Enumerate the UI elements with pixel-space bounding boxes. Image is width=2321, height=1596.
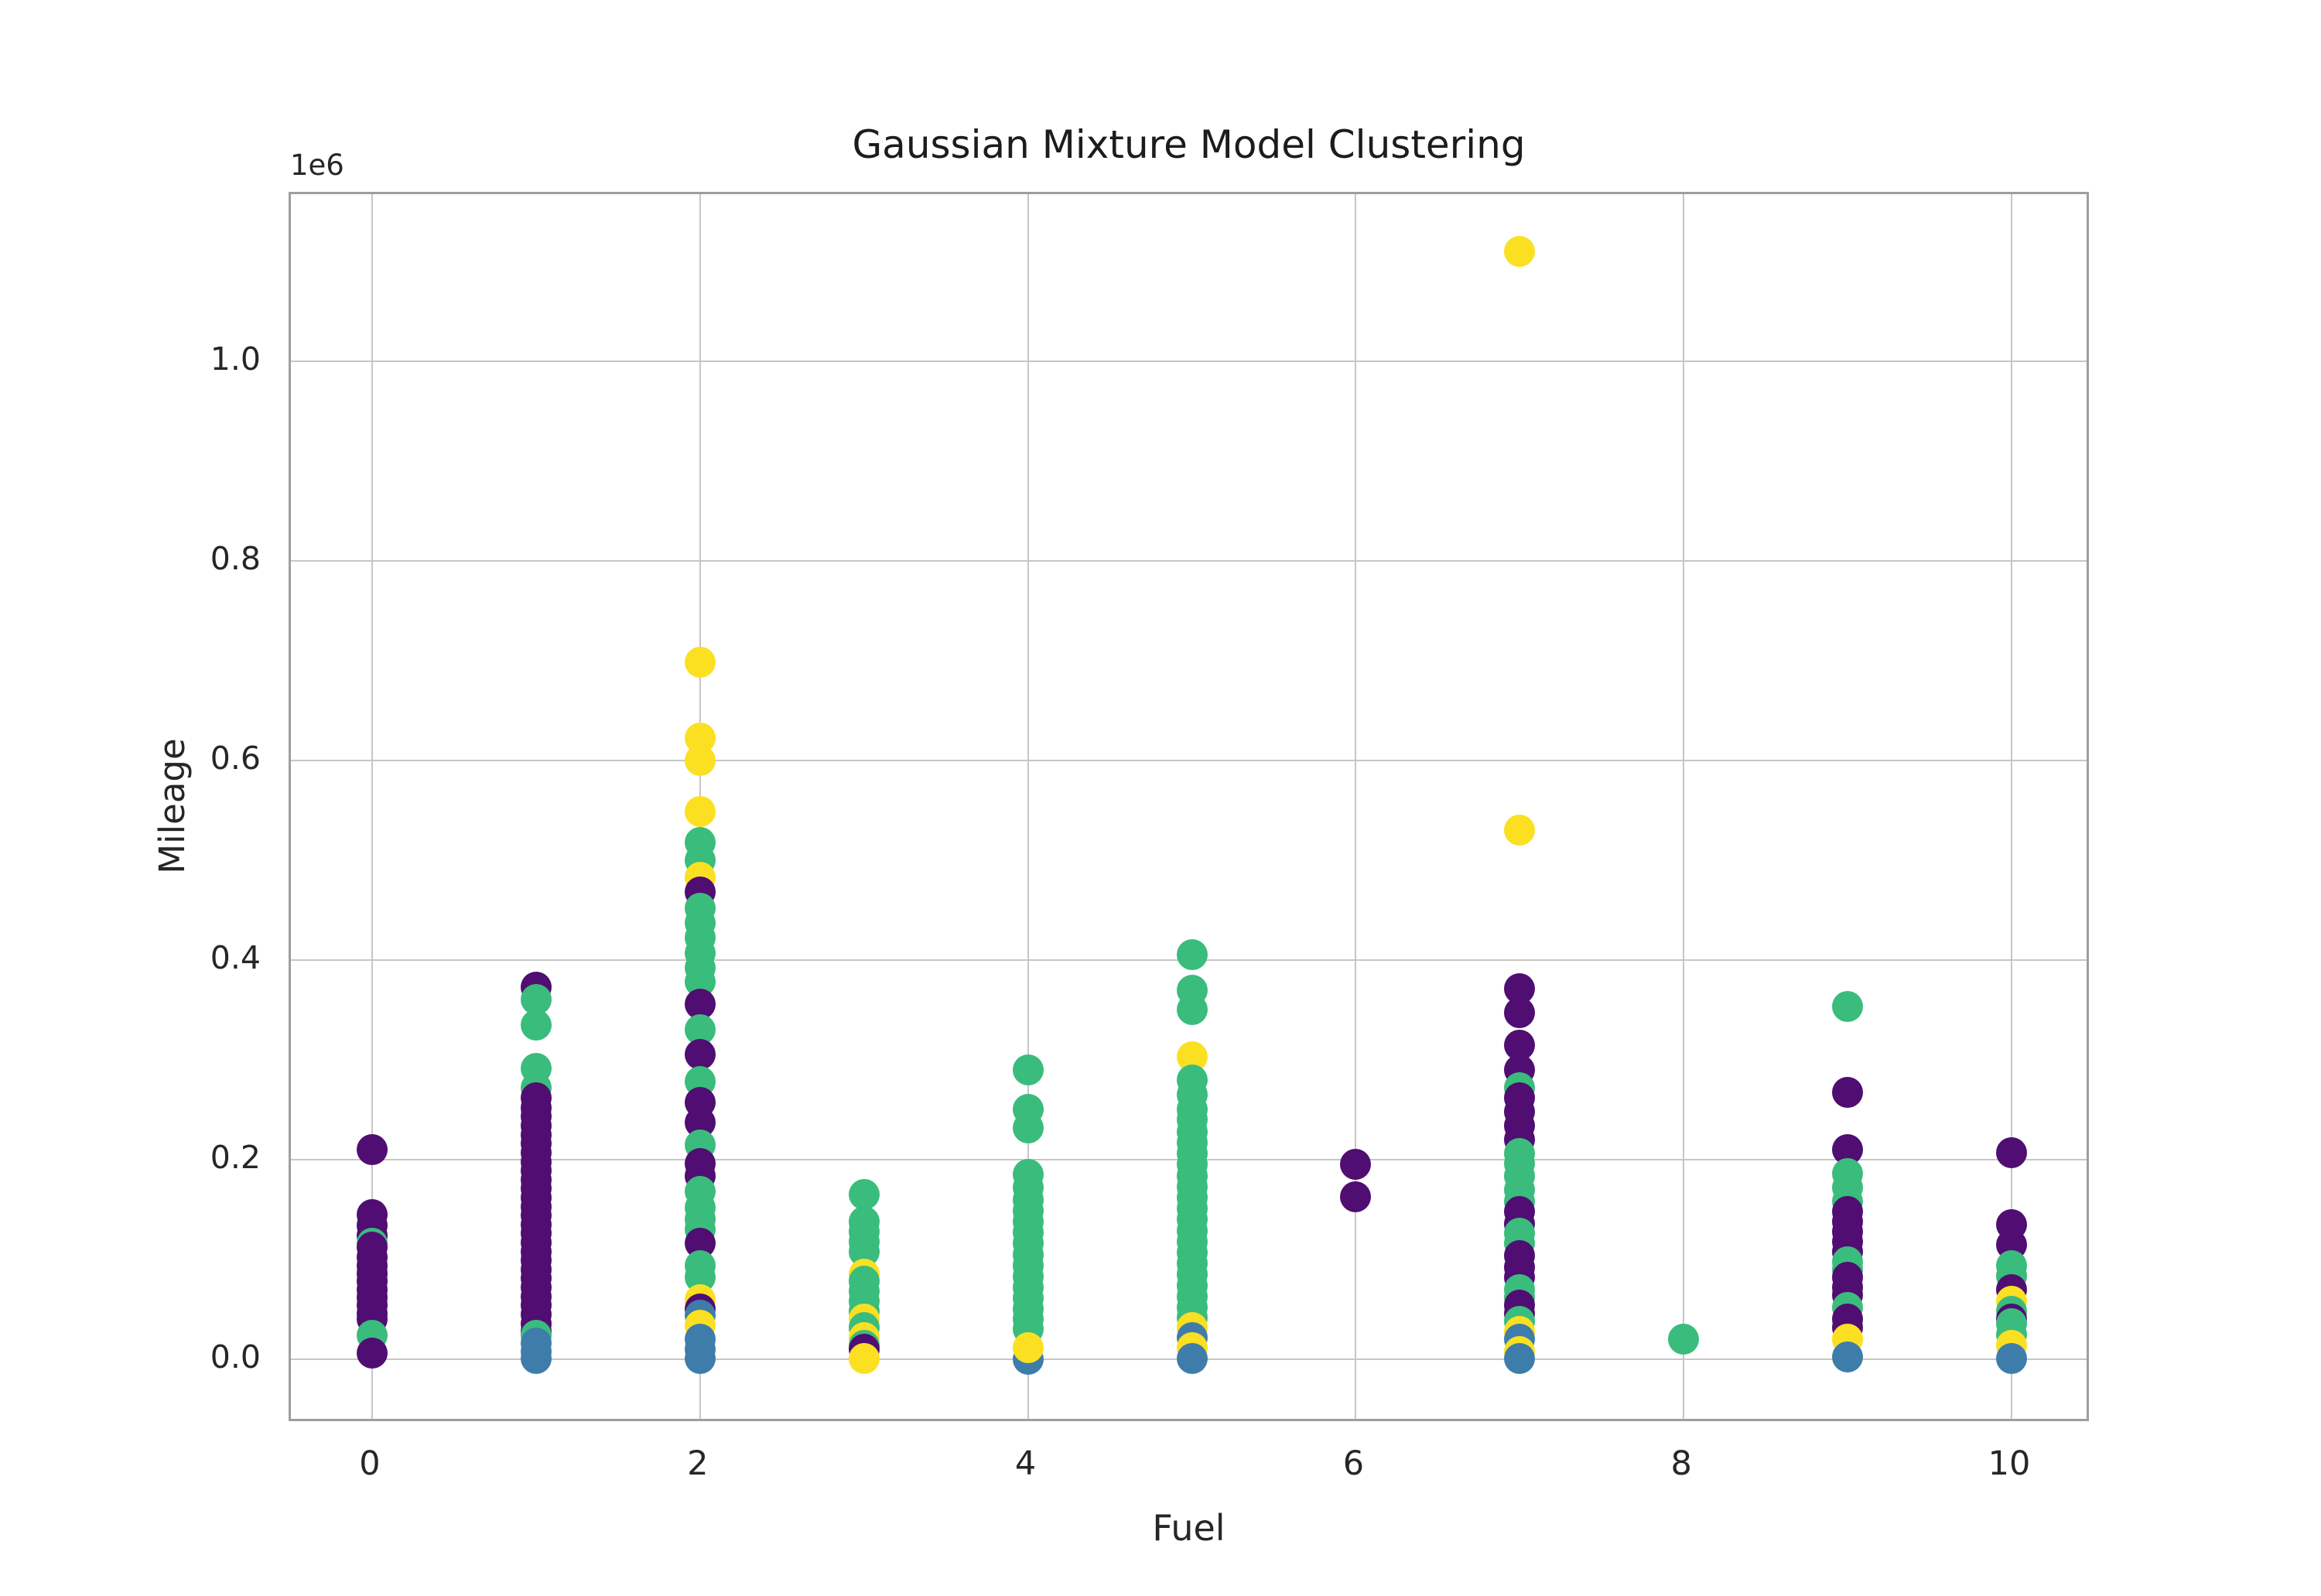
- data-point: [1504, 235, 1536, 267]
- y-axis-offset-label: 1e6: [290, 149, 344, 182]
- data-point: [1996, 1342, 2028, 1374]
- data-point: [520, 1342, 552, 1374]
- x-axis-label: Fuel: [1152, 1507, 1225, 1549]
- y-axis-label: Mileage: [152, 738, 193, 874]
- data-point: [1176, 994, 1208, 1026]
- data-point: [684, 1342, 716, 1374]
- x-tick-label: 4: [1014, 1444, 1037, 1483]
- data-point: [1176, 939, 1208, 971]
- data-point: [1012, 1112, 1044, 1143]
- data-point: [1012, 1331, 1044, 1363]
- data-point: [1996, 1136, 2028, 1168]
- data-point: [1504, 997, 1536, 1029]
- y-tick-label: 0.0: [210, 1338, 261, 1376]
- data-point: [684, 647, 716, 678]
- data-point: [684, 744, 716, 776]
- grid-line-y: [291, 559, 2087, 562]
- data-point: [848, 1342, 880, 1374]
- chart-title: Gaussian Mixture Model Clustering: [852, 122, 1526, 167]
- data-point: [1832, 1077, 1864, 1109]
- y-tick-label: 0.8: [210, 539, 261, 577]
- data-point: [1176, 1342, 1208, 1374]
- data-point: [684, 1039, 716, 1071]
- data-point: [1340, 1181, 1372, 1212]
- data-point: [1504, 1342, 1536, 1374]
- y-tick-label: 0.2: [210, 1138, 261, 1176]
- x-tick-label: 8: [1670, 1444, 1692, 1483]
- grid-line-x: [1027, 194, 1029, 1419]
- data-point: [356, 1134, 388, 1165]
- y-tick-label: 0.6: [210, 739, 261, 777]
- data-point: [356, 1338, 388, 1369]
- y-tick-label: 1.0: [210, 340, 261, 378]
- data-point: [684, 795, 716, 827]
- grid-line-x: [1355, 194, 1357, 1419]
- data-point: [1012, 1054, 1044, 1085]
- plot-area: [289, 192, 2089, 1421]
- x-tick-label: 10: [1988, 1444, 2031, 1483]
- data-point: [1340, 1149, 1372, 1181]
- data-point: [1504, 815, 1536, 846]
- grid-line-y: [291, 360, 2087, 362]
- grid-line-x: [371, 194, 373, 1419]
- grid-line-x: [2011, 194, 2013, 1419]
- y-tick-label: 0.4: [210, 938, 261, 976]
- data-point: [684, 988, 716, 1020]
- grid-line-x: [1683, 194, 1685, 1419]
- x-tick-label: 6: [1342, 1444, 1365, 1483]
- x-tick-label: 0: [359, 1444, 381, 1483]
- data-point: [1832, 991, 1864, 1023]
- data-point: [1832, 1341, 1864, 1373]
- grid-line-y: [291, 759, 2087, 761]
- data-point: [520, 1009, 552, 1041]
- x-tick-label: 2: [687, 1444, 709, 1483]
- data-point: [848, 1179, 880, 1211]
- data-point: [1668, 1324, 1700, 1355]
